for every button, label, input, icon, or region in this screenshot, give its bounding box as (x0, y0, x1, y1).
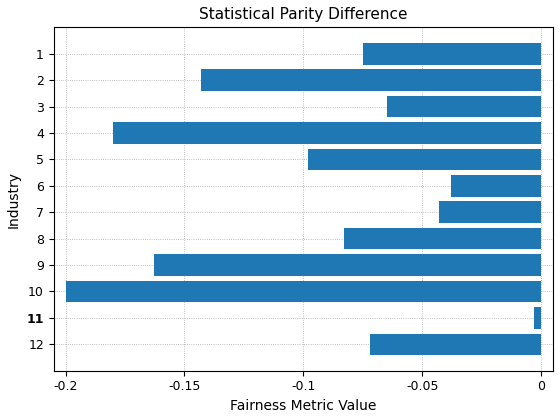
Bar (113, 122, 541, 144)
Title: Statistical Parity Difference: Statistical Parity Difference (199, 7, 408, 22)
Bar (66, 281, 541, 302)
Bar (308, 149, 541, 170)
Bar (370, 333, 541, 355)
Bar (201, 69, 541, 91)
Bar (363, 43, 541, 65)
Y-axis label: Industry: Industry (7, 171, 21, 228)
X-axis label: Fairness Metric Value: Fairness Metric Value (230, 399, 376, 413)
Bar (153, 254, 541, 276)
Bar (386, 96, 541, 118)
Bar (344, 228, 541, 249)
Bar (439, 202, 541, 223)
Bar (451, 175, 541, 197)
Bar (534, 307, 541, 329)
